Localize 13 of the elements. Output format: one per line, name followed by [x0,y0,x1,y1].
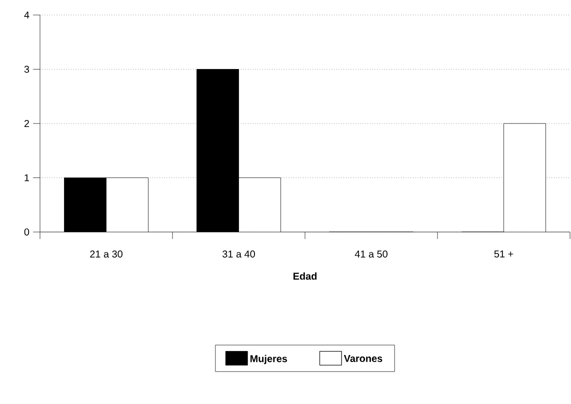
y-tick-label: 0 [24,228,30,236]
legend-label: Varones [344,355,382,362]
y-tick-label: 3 [24,66,30,73]
y-tick-label: 4 [24,12,30,18]
x-tick-label: 31 a 40 [222,250,255,258]
bar [504,123,546,232]
y-tick-label: 1 [24,174,29,182]
y-tick-label: 2 [24,120,29,127]
x-tick-label: 41 a 50 [354,250,388,258]
x-tick-label: 51 + [494,250,514,258]
x-tick-label: 21 a 30 [90,250,122,258]
x-axis-title: Edad [293,272,317,280]
legend-label: Mujeres [250,354,288,364]
